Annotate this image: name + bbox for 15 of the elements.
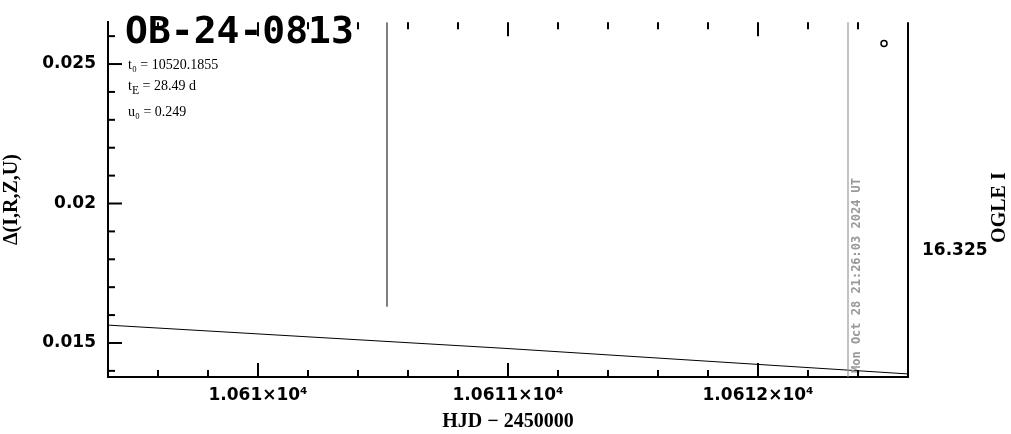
x-tick-label: 1.061×10⁴ [208, 383, 308, 404]
x-axis-title: HJD − 2450000 [442, 409, 574, 432]
x-tick-label: 1.0612×10⁴ [702, 383, 814, 404]
annotation: Mon Oct 28 21:26:03 2024 UT [849, 177, 864, 373]
annotation: u₀ = 0.249 [128, 102, 188, 121]
annotation: t₀ = 10520.1855 [128, 56, 219, 74]
y-axis-title: Δ(I,R,Z,U) [0, 154, 23, 246]
y-tick-label: 0.02 [54, 191, 96, 212]
text: 16.325 [922, 239, 988, 260]
x-tick-label: 1.0611×10⁴ [452, 383, 564, 404]
y2-axis-title: OGLE I [987, 172, 1010, 243]
y-tick-label: 0.015 [42, 331, 96, 352]
chart-title: OB-24-0813 [125, 8, 354, 52]
annotation: t$_{E}$ = 28.49 d [128, 77, 197, 99]
y-tick-label: 0.025 [42, 52, 96, 73]
